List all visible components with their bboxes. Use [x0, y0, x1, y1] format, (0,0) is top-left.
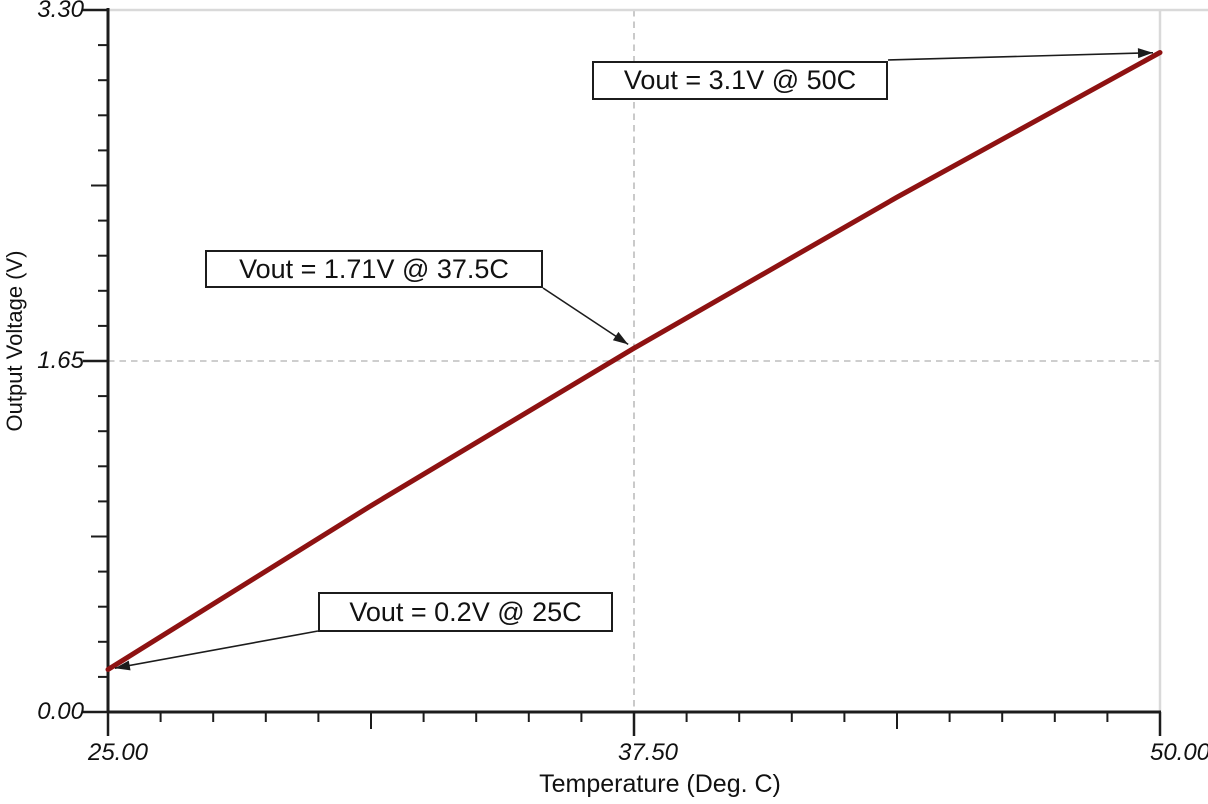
- y-tick-label: 1.65: [37, 347, 84, 374]
- annotation-box-vout-at-37-5c: Vout = 1.71V @ 37.5C: [205, 250, 543, 288]
- x-tick-label: 37.50: [617, 739, 679, 766]
- annotation-arrowhead: [1137, 48, 1154, 59]
- annotation-arrowhead: [114, 660, 131, 671]
- x-tick-label: 50.00: [1149, 739, 1208, 766]
- y-tick-label: 0.00: [37, 698, 84, 725]
- annotation-arrow-line: [887, 51, 1154, 61]
- vout-trace: [105, 50, 1163, 672]
- annotation-arrowhead: [612, 331, 629, 345]
- annotation-box-vout-at-50c: Vout = 3.1V @ 50C: [592, 61, 888, 100]
- y-tick-label: 3.30: [37, 0, 84, 23]
- x-axis-title: Temperature (Deg. C): [539, 770, 781, 798]
- x-tick-label: 25.00: [87, 739, 149, 766]
- annotation-arrow-line: [114, 630, 319, 669]
- y-axis-title: Output Voltage (V): [2, 250, 27, 432]
- annotation-arrow-line: [542, 287, 629, 346]
- annotation-box-vout-at-25c: Vout = 0.2V @ 25C: [318, 592, 613, 632]
